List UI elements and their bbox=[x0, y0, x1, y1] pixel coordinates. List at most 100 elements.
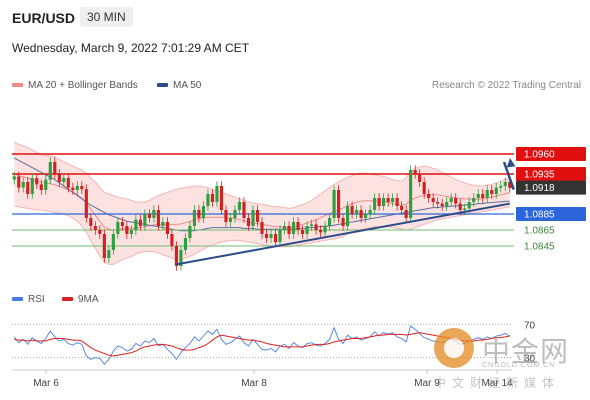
candle-body bbox=[454, 198, 458, 204]
candle-body bbox=[44, 179, 48, 190]
watermark-cn-text: 中金网 bbox=[482, 335, 570, 368]
candle-body bbox=[188, 226, 192, 238]
candle-body bbox=[219, 186, 224, 210]
rsi-line bbox=[13, 325, 510, 366]
candle-body bbox=[467, 202, 471, 209]
candle-body bbox=[418, 174, 422, 182]
watermark-sub-text: 中文财经新媒体 bbox=[434, 376, 561, 390]
ma50-legend-label: MA 50 bbox=[173, 80, 202, 91]
candle-body bbox=[71, 187, 75, 190]
candle-body bbox=[445, 202, 449, 206]
candle-body bbox=[346, 206, 350, 226]
candle-body bbox=[255, 210, 260, 222]
level-label-1.0935: 1.0935 bbox=[524, 170, 555, 181]
candle-body bbox=[269, 234, 273, 238]
cngold-watermark: 中金网 CNGOLD.COM.CN 中文财经新媒体 bbox=[434, 328, 584, 390]
candle-body bbox=[278, 230, 282, 242]
candle-body bbox=[174, 246, 178, 266]
candle-body bbox=[355, 210, 359, 214]
candle-body bbox=[53, 162, 57, 174]
candle-body bbox=[62, 178, 66, 182]
candle-body bbox=[337, 190, 341, 218]
candle-body bbox=[476, 194, 480, 198]
level-label-1.0845: 1.0845 bbox=[524, 242, 555, 253]
candle-body bbox=[318, 230, 323, 233]
candle-body bbox=[116, 222, 120, 234]
candle-body bbox=[111, 234, 115, 250]
bollinger-upper-line bbox=[14, 141, 510, 209]
candle-body bbox=[102, 234, 106, 258]
candle-body bbox=[12, 176, 16, 180]
level-label-1.0885: 1.0885 bbox=[524, 210, 555, 221]
candle-body bbox=[296, 222, 300, 230]
symbol-label: EUR/USD bbox=[12, 10, 76, 26]
candle-body bbox=[436, 202, 440, 204]
candle-body bbox=[395, 198, 399, 206]
candle-body bbox=[273, 234, 278, 242]
ma50-swatch bbox=[157, 83, 168, 88]
x-tick-label: Mar 9 bbox=[414, 378, 440, 389]
rsi-level-label-70: 70 bbox=[524, 320, 536, 331]
legend-rsi: RSI bbox=[12, 294, 45, 305]
candle-body bbox=[21, 182, 25, 188]
candle-body bbox=[237, 202, 242, 210]
candle-body bbox=[305, 226, 309, 234]
level-box-1.0960 bbox=[516, 147, 586, 161]
trend-line bbox=[176, 202, 510, 266]
candle-body bbox=[282, 226, 287, 230]
candle-body bbox=[264, 234, 269, 238]
candle-body bbox=[125, 226, 129, 234]
candle-body bbox=[84, 189, 88, 218]
candle-body bbox=[503, 182, 507, 186]
candle-body bbox=[89, 218, 93, 226]
ma9-swatch bbox=[62, 297, 73, 302]
candle-body bbox=[323, 226, 327, 233]
x-tick-label: Mar 14 bbox=[481, 378, 513, 389]
candle-body bbox=[251, 210, 255, 226]
candle-body bbox=[327, 218, 332, 226]
candle-body bbox=[26, 182, 30, 194]
candle-body bbox=[359, 210, 363, 218]
candle-body bbox=[287, 226, 291, 234]
candle-body bbox=[463, 208, 467, 210]
candle-body bbox=[404, 210, 408, 218]
candle-body bbox=[508, 182, 512, 188]
candle-body bbox=[39, 184, 43, 190]
candle-body bbox=[107, 250, 111, 258]
level-label-1.0865: 1.0865 bbox=[524, 226, 555, 237]
candle-body bbox=[138, 219, 142, 226]
candle-body bbox=[165, 222, 169, 234]
x-tick-label: Mar 6 bbox=[33, 378, 59, 389]
level-box-1.0885 bbox=[516, 207, 586, 221]
projection-arrow bbox=[502, 161, 515, 191]
watermark-url-text: CNGOLD.COM.CN bbox=[482, 362, 556, 369]
level-label-1.0918: 1.0918 bbox=[524, 183, 555, 194]
candle-body bbox=[93, 226, 97, 230]
candle-body bbox=[481, 194, 485, 198]
projection-arrow-head bbox=[506, 158, 516, 168]
ma9-legend-label: 9MA bbox=[78, 294, 99, 305]
candle-body bbox=[260, 222, 264, 234]
candle-body bbox=[161, 222, 165, 226]
candle-body bbox=[179, 250, 183, 266]
candle-body bbox=[156, 210, 160, 226]
candle-body bbox=[129, 230, 133, 234]
candle-body bbox=[400, 206, 404, 210]
timeframe-badge[interactable]: 30 MIN bbox=[80, 7, 133, 27]
candle-body bbox=[382, 198, 386, 206]
candle-body bbox=[458, 203, 462, 210]
candle-body bbox=[17, 176, 21, 188]
candle-body bbox=[98, 230, 102, 234]
candle-body bbox=[490, 190, 494, 194]
candle-body bbox=[309, 224, 314, 226]
chart-header: EUR/USD 30 MIN Wednesday, March 9, 2022 … bbox=[0, 0, 590, 70]
candle-body bbox=[472, 198, 476, 202]
candle-body bbox=[66, 178, 70, 188]
candle-body bbox=[368, 210, 372, 214]
candle-body bbox=[147, 214, 151, 218]
candle-body bbox=[134, 219, 138, 230]
candle-body bbox=[300, 230, 305, 234]
research-credit: Research © 2022 Trading Central bbox=[431, 80, 581, 91]
candle-body bbox=[332, 190, 336, 218]
